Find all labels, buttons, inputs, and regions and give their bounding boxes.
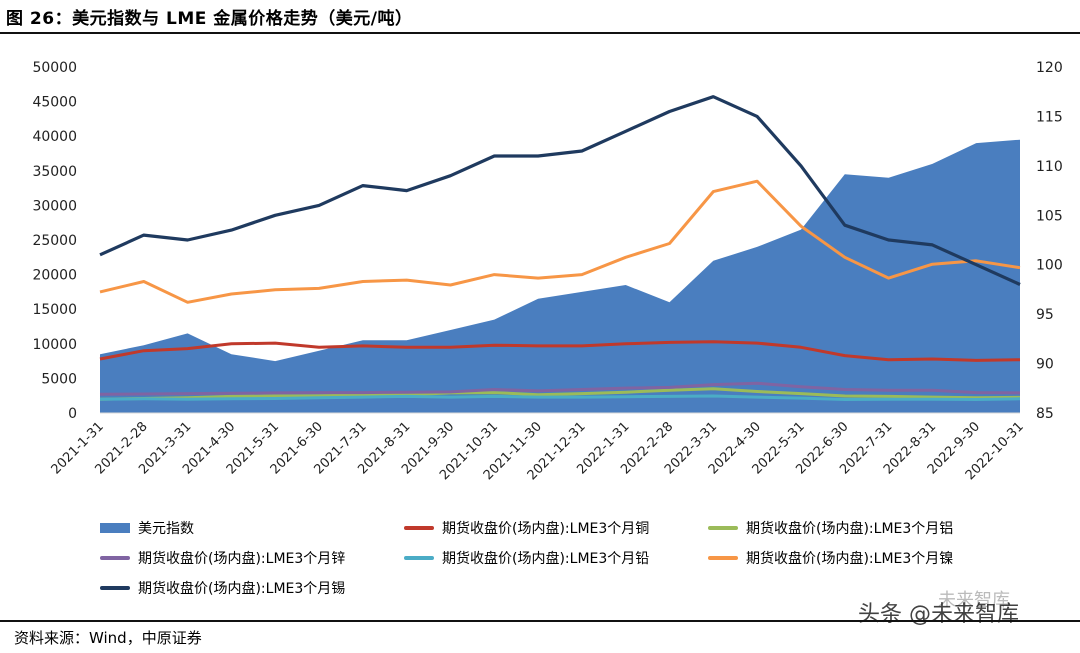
series-line-copper	[99, 340, 1021, 362]
y-left-tick-label: 35000	[32, 164, 77, 180]
source-note: 资料来源：Wind，中原证券	[14, 629, 202, 647]
series-line-nickel	[99, 179, 1021, 304]
y-left-tick-label: 10000	[32, 337, 77, 353]
chart-title: 图 26：美元指数与 LME 金属价格走势（美元/吨）	[6, 9, 413, 29]
series-line-zinc	[99, 381, 1021, 396]
y-axis-right: 85 90 95 100 105 110 115 120	[1036, 60, 1063, 422]
y-left-tick-label: 15000	[32, 302, 77, 318]
series-area-usd-index	[100, 139, 1020, 413]
y-right-tick-label: 85	[1036, 406, 1054, 422]
x-axis: 2021-1-312021-2-282021-3-312021-4-302021…	[49, 419, 1027, 483]
bottom-rule	[0, 620, 1080, 622]
series-line-tin	[99, 95, 1021, 286]
y-right-tick-label: 105	[1036, 208, 1063, 224]
y-left-tick-label: 5000	[41, 371, 77, 387]
y-right-tick-label: 110	[1036, 159, 1063, 175]
y-left-tick-label: 25000	[32, 233, 77, 249]
watermark: 头条 @未来智库	[858, 602, 1019, 627]
y-axis-left: 0 5000 10000 15000 20000 25000 30000 35000 40000…	[32, 60, 77, 422]
y-left-tick-label: 45000	[32, 95, 77, 111]
y-left-tick-label: 50000	[32, 60, 77, 76]
plot-area	[99, 95, 1021, 414]
y-left-tick-label: 0	[68, 406, 77, 422]
y-right-tick-label: 95	[1036, 307, 1054, 323]
y-right-tick-label: 90	[1036, 357, 1054, 373]
series-line-aluminum	[99, 387, 1021, 401]
y-left-tick-label: 40000	[32, 129, 77, 145]
series-line-lead	[99, 394, 1021, 401]
y-left-tick-label: 20000	[32, 268, 77, 284]
y-right-tick-label: 120	[1036, 60, 1063, 76]
top-rule	[0, 32, 1080, 34]
y-left-tick-label: 30000	[32, 198, 77, 214]
watermark-logo: 未来智库	[938, 590, 1010, 611]
y-right-tick-label: 115	[1036, 109, 1063, 125]
y-right-tick-label: 100	[1036, 258, 1063, 274]
